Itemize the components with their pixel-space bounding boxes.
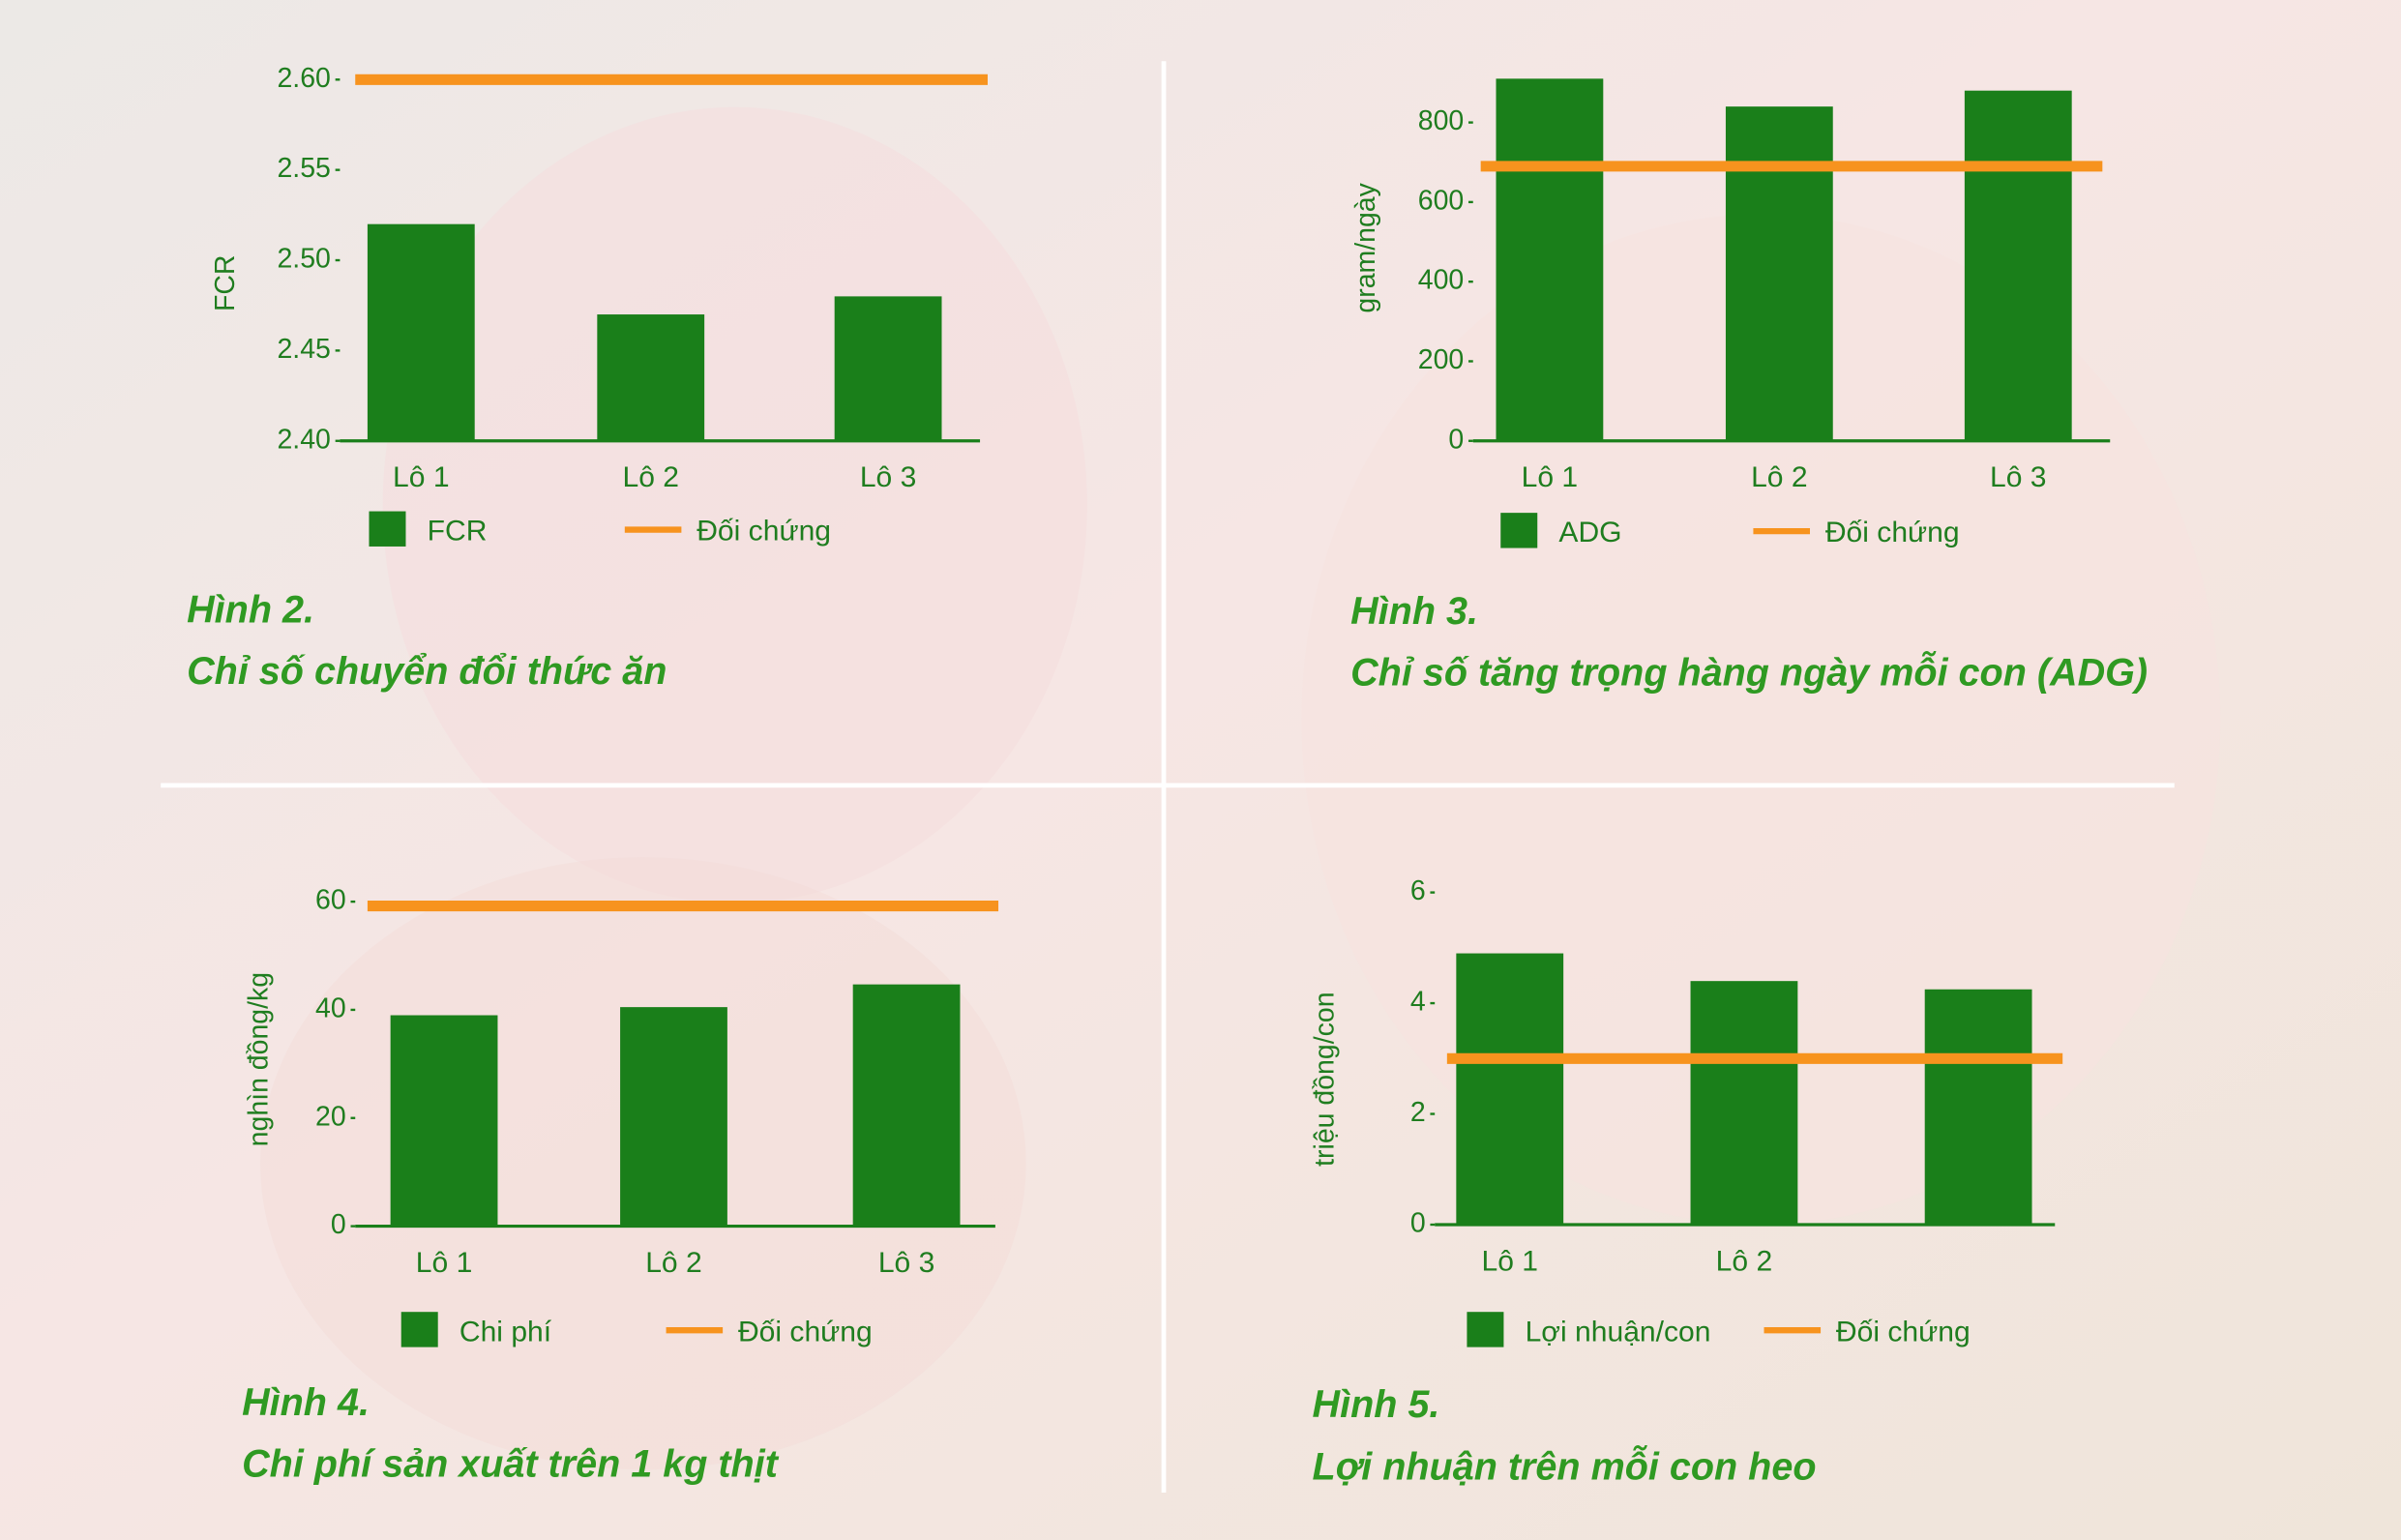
legend-label: ADG xyxy=(1558,517,1621,548)
y-tick-label: 200 xyxy=(1418,344,1465,375)
y-axis-label: gram/ngày xyxy=(1350,182,1381,312)
legend-swatch xyxy=(400,1312,438,1348)
x-tick-label: Lô 1 xyxy=(393,461,450,493)
x-tick-label: Lô 3 xyxy=(1990,461,2047,493)
figure-title: Lợi nhuận trên mỗi con heo xyxy=(1313,1446,1817,1489)
legend-swatch xyxy=(1467,1312,1504,1348)
legend-label: Lợi nhuận/con xyxy=(1526,1316,1711,1348)
y-tick-label: 2.50 xyxy=(277,244,330,275)
x-tick-label: Lô 1 xyxy=(1481,1246,1538,1278)
legend-swatch xyxy=(369,511,406,547)
bar xyxy=(367,223,475,441)
legend-label: Chi phí xyxy=(459,1316,552,1348)
bar xyxy=(390,1015,498,1227)
x-tick-label: Lô 1 xyxy=(1522,461,1579,493)
legend-label: FCR xyxy=(428,516,488,548)
y-tick-label: 2.45 xyxy=(277,334,330,365)
y-axis-label: FCR xyxy=(210,255,241,312)
figure-label: Hình 4. xyxy=(242,1381,370,1424)
bar xyxy=(1924,989,2032,1226)
y-tick-label: 2.55 xyxy=(277,153,330,184)
legend-label: Đối chứng xyxy=(738,1316,873,1348)
y-tick-label: 400 xyxy=(1418,265,1465,296)
figure-label: Hình 2. xyxy=(187,588,314,631)
y-tick-label: 800 xyxy=(1418,105,1465,136)
y-tick-label: 2.60 xyxy=(277,63,330,94)
legend-label: Đối chứng xyxy=(1825,517,1960,548)
x-tick-label: Lô 1 xyxy=(416,1247,473,1279)
legend-label: Đối chứng xyxy=(697,516,831,548)
bar xyxy=(1725,106,1833,441)
y-tick-label: 600 xyxy=(1418,185,1465,216)
bar xyxy=(1456,953,1564,1226)
y-tick-label: 0 xyxy=(331,1209,346,1240)
figure-label: Hình 3. xyxy=(1350,590,1478,633)
x-tick-label: Lô 3 xyxy=(878,1247,935,1279)
bar xyxy=(620,1007,727,1227)
figure-label: Hình 5. xyxy=(1313,1383,1440,1426)
x-tick-label: Lô 2 xyxy=(622,461,679,493)
figure-title: Chỉ số tăng trọng hàng ngày mỗi con (ADG… xyxy=(1350,651,2148,694)
bar xyxy=(597,314,705,441)
legend-label: Đối chứng xyxy=(1836,1316,1971,1348)
figure-title: Chi phí sản xuất trên 1 kg thịt xyxy=(242,1442,780,1485)
x-tick-label: Lô 2 xyxy=(645,1247,702,1279)
legend-swatch xyxy=(1500,513,1538,548)
y-axis-label: nghìn đồng/kg xyxy=(244,972,275,1146)
y-tick-label: 20 xyxy=(315,1101,346,1132)
y-axis-label: triệu đồng/con xyxy=(1309,992,1340,1166)
y-tick-label: 2.40 xyxy=(277,424,330,455)
y-tick-label: 0 xyxy=(1448,424,1464,455)
y-tick-label: 2 xyxy=(1410,1097,1426,1128)
bar xyxy=(834,296,942,441)
figure-title: Chỉ số chuyển đổi thức ăn xyxy=(187,650,667,693)
bar xyxy=(1496,78,1604,441)
bar xyxy=(852,984,961,1227)
x-tick-label: Lô 2 xyxy=(1751,461,1808,493)
y-tick-label: 40 xyxy=(315,992,346,1023)
y-tick-label: 4 xyxy=(1410,987,1426,1018)
bar xyxy=(1964,90,2072,441)
y-tick-label: 6 xyxy=(1410,875,1426,906)
x-tick-label: Lô 3 xyxy=(860,461,917,493)
bar xyxy=(1690,981,1798,1226)
x-tick-label: Lô 2 xyxy=(1716,1246,1773,1278)
y-tick-label: 0 xyxy=(1410,1208,1426,1239)
y-tick-label: 60 xyxy=(315,885,346,916)
